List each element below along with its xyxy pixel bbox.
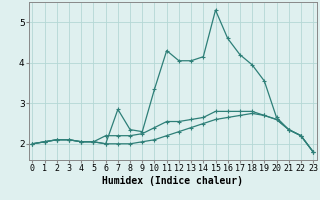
X-axis label: Humidex (Indice chaleur): Humidex (Indice chaleur) (102, 176, 243, 186)
